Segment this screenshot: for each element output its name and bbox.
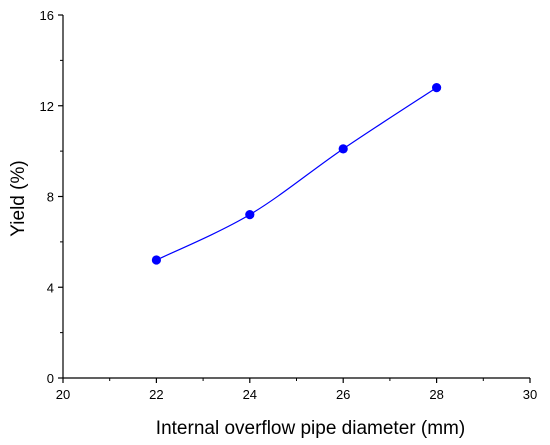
x-tick-label: 26 <box>336 387 350 402</box>
y-tick-label: 16 <box>40 8 54 23</box>
data-point <box>432 83 442 93</box>
x-tick-label: 30 <box>523 387 537 402</box>
x-axis-label: Internal overflow pipe diameter (mm) <box>156 418 465 439</box>
x-tick-label: 28 <box>429 387 443 402</box>
y-tick-label: 4 <box>47 280 54 295</box>
y-tick-label: 8 <box>47 190 54 205</box>
axes <box>62 15 530 379</box>
y-tick-label: 0 <box>47 371 54 386</box>
data-point <box>245 210 255 220</box>
data-point <box>338 144 348 154</box>
y-ticks: 0 4 8 12 16 <box>40 8 63 386</box>
x-ticks: 20 22 24 26 28 30 <box>56 378 537 402</box>
x-tick-label: 20 <box>56 387 70 402</box>
series-line <box>156 87 437 261</box>
x-tick-label: 24 <box>243 387 257 402</box>
y-axis-label: Yield (%) <box>8 160 29 236</box>
data-point <box>151 255 161 265</box>
series-layer <box>151 83 442 265</box>
x-tick-label: 22 <box>149 387 163 402</box>
y-tick-label: 12 <box>40 99 54 114</box>
